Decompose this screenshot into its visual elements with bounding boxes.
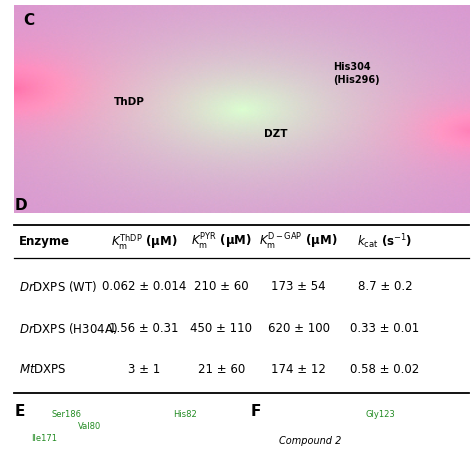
Text: $\mathit{K}_{\mathrm{m}}^{\mathrm{ThDP}}$ (μM): $\mathit{K}_{\mathrm{m}}^{\mathrm{ThDP}}… — [110, 232, 177, 252]
Text: DZT: DZT — [264, 128, 288, 138]
Text: F: F — [251, 404, 261, 419]
Text: 8.7 ± 0.2: 8.7 ± 0.2 — [358, 280, 412, 293]
Text: 0.33 ± 0.01: 0.33 ± 0.01 — [350, 322, 419, 335]
Text: $\mathit{K}_{\mathrm{m}}^{\mathrm{PYR}}$ (μM): $\mathit{K}_{\mathrm{m}}^{\mathrm{PYR}}$… — [191, 232, 252, 252]
Text: Enzyme: Enzyme — [19, 236, 70, 248]
Text: $\mathit{Mt}$DXPS: $\mathit{Mt}$DXPS — [19, 364, 66, 376]
Text: Ser186: Ser186 — [52, 410, 82, 419]
Text: Ile171: Ile171 — [31, 434, 57, 443]
Text: 3 ± 1: 3 ± 1 — [128, 364, 160, 376]
Text: Gly123: Gly123 — [365, 410, 395, 419]
Text: 1.56 ± 0.31: 1.56 ± 0.31 — [109, 322, 179, 335]
Text: 173 ± 54: 173 ± 54 — [271, 280, 326, 293]
Text: His304
(His296): His304 (His296) — [333, 62, 379, 84]
Text: ThDP: ThDP — [114, 98, 145, 108]
Text: D: D — [14, 198, 27, 213]
Text: 450 ± 110: 450 ± 110 — [190, 322, 252, 335]
Text: Val80: Val80 — [78, 422, 101, 431]
Text: 620 ± 100: 620 ± 100 — [268, 322, 329, 335]
Text: $\mathit{Dr}$DXPS (WT): $\mathit{Dr}$DXPS (WT) — [19, 279, 97, 294]
Text: 0.062 ± 0.014: 0.062 ± 0.014 — [102, 280, 186, 293]
Text: 21 ± 60: 21 ± 60 — [198, 364, 245, 376]
Text: $\mathit{Dr}$DXPS (H304A): $\mathit{Dr}$DXPS (H304A) — [19, 320, 118, 336]
Text: C: C — [23, 13, 35, 28]
Text: His82: His82 — [173, 410, 197, 419]
Text: $\mathit{K}_{\mathrm{m}}^{\mathrm{D-GAP}}$ (μM): $\mathit{K}_{\mathrm{m}}^{\mathrm{D-GAP}… — [259, 232, 338, 252]
Text: $\mathit{k}_{\mathrm{cat}}$ (s$^{-1}$): $\mathit{k}_{\mathrm{cat}}$ (s$^{-1}$) — [357, 233, 413, 251]
Text: 174 ± 12: 174 ± 12 — [271, 364, 326, 376]
Text: 0.58 ± 0.02: 0.58 ± 0.02 — [350, 364, 419, 376]
Text: 210 ± 60: 210 ± 60 — [194, 280, 248, 293]
Text: E: E — [14, 404, 25, 419]
Text: Compound 2: Compound 2 — [279, 436, 341, 446]
